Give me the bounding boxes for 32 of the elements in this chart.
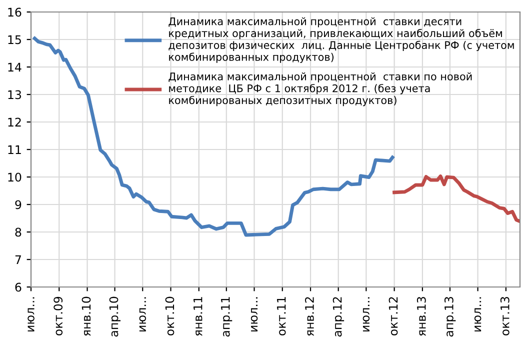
x-tick-label: июл... xyxy=(28,297,34,332)
x-tick-label: окт.12 xyxy=(388,297,398,336)
x-tick-label: апр.10 xyxy=(109,296,121,337)
y-tick-label: 11 xyxy=(8,145,21,154)
x-tick-label: окт.09 xyxy=(54,296,63,336)
x-tick-label: янв.10 xyxy=(82,296,91,336)
y-tick-label: 10 xyxy=(8,172,22,182)
x-tick-label: янв.12 xyxy=(305,297,314,336)
x-tick-label: июл... xyxy=(139,297,146,332)
y-tick-label: 8 xyxy=(15,228,22,237)
x-tick-label: июл... xyxy=(250,297,258,332)
y-tick-label: 12 xyxy=(8,118,21,126)
x-tick-label: янв.13 xyxy=(416,296,426,336)
legend-label: Динамика максимальной процентной ставки по новой методике ЦБ РФ с 1 октября 2012 г. (без учета комбинированых депозитных продуктов) xyxy=(168,72,472,106)
x-tick-label: апр.11 xyxy=(221,297,232,337)
line-series xyxy=(392,174,520,223)
y-tick-label: 6 xyxy=(15,282,22,292)
x-tick-label: окт.13 xyxy=(500,296,510,336)
y-tick-label: 16 xyxy=(8,8,22,17)
x-tick-label: июл... xyxy=(474,297,482,332)
x-tick-label: окт.10 xyxy=(165,296,174,336)
y-tick-label: 15 xyxy=(8,35,21,44)
legend-label: Динамика максимальной процентной ставки десяти кредитных организаций, привлекающих наибольший объём депозитов физических лиц. Данные Центробанк РФ (с учетом комбинированных продуктов) xyxy=(168,17,514,63)
x-tick-label: апр.12 xyxy=(332,297,344,337)
y-tick-label: 14 xyxy=(8,62,22,72)
x-tick-label: окт.11 xyxy=(277,297,286,336)
y-tick-label: 13 xyxy=(8,90,22,100)
x-tick-label: апр.13 xyxy=(444,296,456,337)
x-tick-label: янв.11 xyxy=(194,297,202,336)
x-tick-label: июл... xyxy=(362,297,370,332)
y-tick-label: 7 xyxy=(15,255,21,264)
y-tick-label: 9 xyxy=(15,200,22,210)
